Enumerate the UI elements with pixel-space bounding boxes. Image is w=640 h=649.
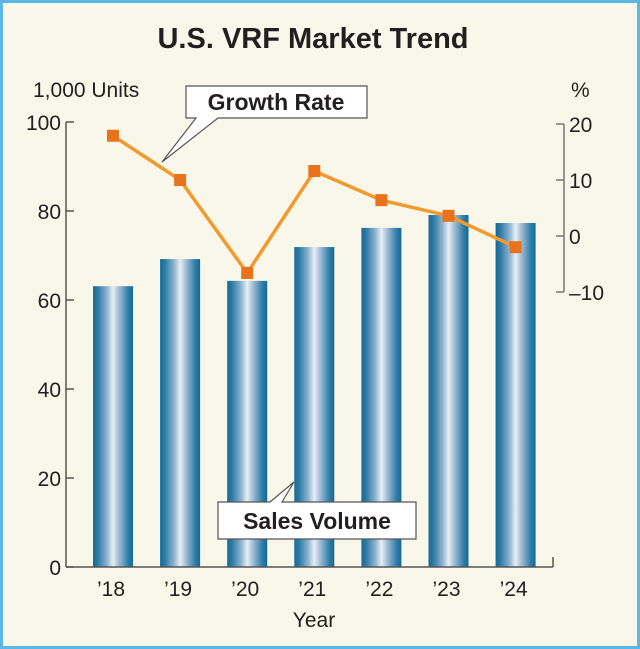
- growth-rate-marker-2: [241, 266, 254, 279]
- x-tick-label: ’20: [231, 578, 259, 601]
- y2-tick-label: 0: [569, 226, 581, 249]
- x-tick-label: ’23: [432, 578, 460, 601]
- y-tick-label: 0: [49, 557, 61, 580]
- growth-rate-marker-3: [308, 165, 321, 178]
- bar-0: [93, 286, 133, 567]
- chart-title: U.S. VRF Market Trend: [157, 23, 468, 55]
- growth-line-group: [107, 129, 522, 279]
- axes-group: 0 20 40 60 80 100 ’18 ’19 ’20 ’21 ’22 ’23 ’24 –10 0 10 2…: [26, 112, 604, 601]
- y-axis-label: 1,000 Units: [33, 79, 139, 102]
- growth-rate-callout-text: Growth Rate: [208, 89, 345, 115]
- x-tick-label: ’24: [500, 578, 528, 601]
- y2-tick-label: 20: [569, 114, 592, 137]
- sales-volume-callout-text: Sales Volume: [243, 508, 391, 534]
- growth-rate-callout: Growth Rate: [161, 85, 368, 163]
- bar-1: [160, 259, 201, 567]
- y-tick-label: 100: [26, 112, 61, 135]
- y-tick-label: 40: [38, 379, 61, 402]
- y-tick-label: 60: [38, 290, 61, 313]
- x-tick-label: ’19: [164, 578, 192, 601]
- sales-volume-callout-box: [217, 481, 417, 540]
- sales-volume-callout: Sales Volume: [217, 481, 417, 540]
- y-tick-label: 80: [38, 201, 61, 224]
- growth-rate-marker-5: [442, 209, 455, 222]
- bar-5: [428, 215, 469, 567]
- x-tick-label: ’22: [365, 578, 393, 601]
- growth-rate-marker-1: [174, 174, 187, 186]
- bar-6: [495, 223, 536, 567]
- y-tick-label: 20: [38, 468, 61, 491]
- x-tick-label: ’21: [298, 578, 326, 601]
- growth-rate-callout-box: [161, 85, 368, 163]
- y2-axis-label: %: [571, 79, 590, 102]
- growth-rate-marker-6: [509, 241, 522, 254]
- growth-rate-marker-4: [375, 194, 388, 207]
- y2-tick-label: –10: [569, 282, 604, 305]
- growth-rate-marker-0: [107, 129, 119, 142]
- x-axis-label: Year: [293, 609, 335, 632]
- y2-tick-label: 10: [569, 170, 592, 193]
- x-tick-label: ’18: [97, 578, 125, 601]
